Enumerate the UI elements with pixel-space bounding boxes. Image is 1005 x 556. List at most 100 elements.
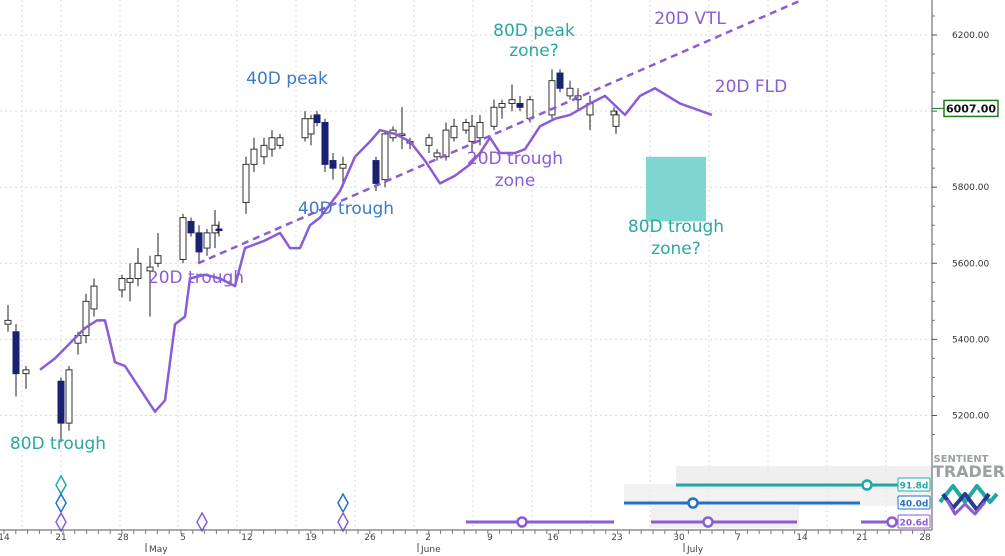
candle bbox=[12, 324, 20, 397]
x-day-label: 28 bbox=[117, 533, 129, 543]
x-day-label: 30 bbox=[673, 533, 685, 543]
annotation-label: 80D peak bbox=[493, 21, 575, 41]
candle bbox=[301, 111, 309, 142]
x-day-label: 26 bbox=[364, 533, 376, 543]
y-tick-label: 6200.00 bbox=[952, 31, 989, 41]
candle bbox=[4, 305, 12, 332]
candle bbox=[82, 293, 90, 344]
candle bbox=[118, 274, 126, 298]
x-day-label: 21 bbox=[856, 533, 867, 543]
candle bbox=[425, 133, 433, 153]
y-tick-label: 5600.00 bbox=[952, 259, 989, 269]
cycle-badge: 91.8d bbox=[897, 477, 931, 492]
candle bbox=[329, 152, 337, 180]
annotation-label: zone bbox=[495, 171, 536, 191]
annotation-label: 20D trough bbox=[467, 149, 563, 169]
cycle-panel: 91.8d 40.0d 20.6d bbox=[55, 466, 932, 533]
annotations: 80D trough 20D trough 40D peak 40D trough 80… bbox=[10, 9, 787, 454]
cycle-marker-91 bbox=[861, 479, 873, 491]
candle bbox=[498, 99, 506, 119]
x-axis: 14 21 28 5 12 19 26 2 9 16 23 30 7 14 21 28 May June July bbox=[0, 529, 932, 555]
x-month-label: May bbox=[149, 545, 168, 555]
candle bbox=[450, 118, 458, 142]
candle bbox=[260, 137, 268, 165]
annotation-label: zone? bbox=[651, 239, 701, 259]
candle bbox=[268, 130, 276, 157]
candle bbox=[321, 118, 329, 172]
x-day-label: 9 bbox=[487, 533, 493, 543]
candle bbox=[179, 213, 187, 264]
candle bbox=[250, 137, 258, 172]
candle bbox=[65, 366, 73, 431]
cycle-diamond bbox=[55, 511, 67, 533]
candle bbox=[468, 114, 476, 153]
cycle-band-40 bbox=[624, 484, 932, 506]
x-day-label: 2 bbox=[425, 533, 431, 543]
candlesticks bbox=[4, 69, 620, 443]
candle bbox=[548, 69, 556, 119]
candle bbox=[586, 95, 594, 131]
y-tick-label: 5800.00 bbox=[952, 183, 989, 193]
candle bbox=[381, 130, 389, 188]
candle bbox=[516, 95, 524, 112]
annotation-label: zone? bbox=[509, 41, 559, 61]
cycle-band-20 bbox=[651, 506, 799, 528]
candle bbox=[57, 377, 65, 443]
candle bbox=[154, 232, 162, 268]
candle bbox=[126, 263, 134, 302]
candle bbox=[508, 84, 516, 112]
candle bbox=[90, 278, 98, 317]
current-price-box bbox=[943, 99, 999, 118]
candle bbox=[187, 217, 195, 237]
x-month-label: July bbox=[686, 545, 704, 555]
candle bbox=[276, 133, 284, 150]
x-day-label: 12 bbox=[241, 533, 252, 543]
fld-polyline bbox=[39, 87, 713, 413]
candle bbox=[313, 111, 321, 127]
cycle-badge-label: 40.0d bbox=[900, 500, 929, 510]
x-day-label: 5 bbox=[180, 533, 186, 543]
candle bbox=[195, 225, 203, 264]
cycle-marker-40 bbox=[687, 497, 699, 509]
candle bbox=[22, 366, 30, 389]
x-day-label: 14 bbox=[0, 533, 10, 543]
x-day-label: 28 bbox=[919, 533, 931, 543]
cycle-diamond bbox=[337, 511, 349, 533]
candle bbox=[462, 118, 470, 134]
x-month-label: June bbox=[420, 545, 441, 555]
cycle-marker-20 bbox=[516, 516, 528, 528]
candle bbox=[433, 149, 441, 161]
cycle-badge: 20.6d bbox=[897, 514, 931, 529]
candle bbox=[134, 248, 142, 287]
candle bbox=[146, 255, 154, 317]
annotation-label: 20D FLD bbox=[715, 77, 787, 97]
trough-zone-rect bbox=[646, 156, 706, 222]
annotation-label: 40D peak bbox=[246, 69, 328, 89]
cycle-diamond bbox=[196, 511, 208, 533]
vtl-line bbox=[197, 0, 801, 265]
vtl-dashed-line bbox=[197, 0, 801, 265]
logo-line1: SENTIENT bbox=[934, 454, 989, 465]
candle bbox=[556, 69, 564, 93]
x-day-label: 19 bbox=[305, 533, 317, 543]
candle bbox=[307, 114, 315, 146]
cycle-marker-20 bbox=[886, 516, 898, 528]
cycle-diamond bbox=[337, 492, 349, 514]
candle bbox=[203, 229, 211, 256]
x-day-label: 21 bbox=[55, 533, 66, 543]
candle bbox=[398, 107, 406, 150]
cycle-badge-label: 20.6d bbox=[900, 519, 929, 529]
candle bbox=[566, 80, 574, 100]
x-day-label: 7 bbox=[735, 533, 741, 543]
annotation-label: 80D trough bbox=[10, 434, 106, 454]
cycle-marker-20 bbox=[702, 516, 714, 528]
x-day-label: 16 bbox=[547, 533, 559, 543]
candle bbox=[612, 111, 620, 134]
y-tick-label: 5200.00 bbox=[952, 412, 989, 422]
cycle-badge: 40.0d bbox=[897, 495, 931, 510]
cycle-badge-label: 91.8d bbox=[900, 482, 929, 492]
x-day-label: 14 bbox=[796, 533, 808, 543]
annotation-label: 20D VTL bbox=[654, 9, 726, 29]
